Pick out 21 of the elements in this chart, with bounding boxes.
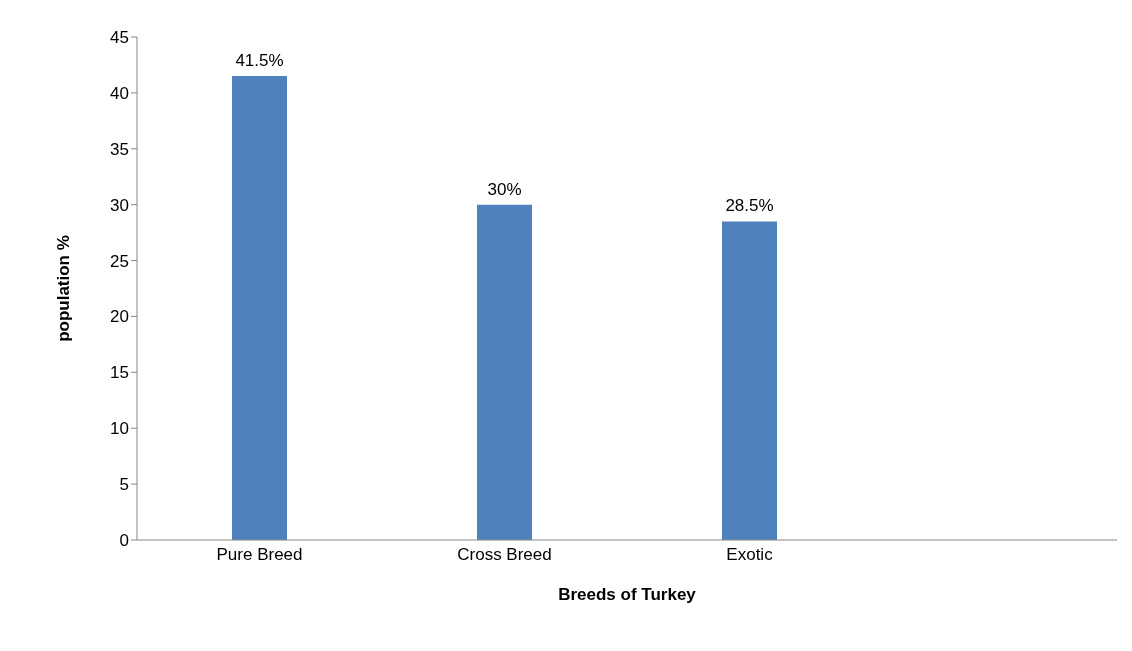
y-tick-label: 45 xyxy=(110,28,129,48)
bar xyxy=(722,221,777,540)
y-axis-title: population % xyxy=(54,235,74,342)
y-tick-label: 20 xyxy=(110,307,129,327)
x-tick-label: Pure Breed xyxy=(216,545,303,565)
data-label: 41.5% xyxy=(235,51,284,71)
y-tick-label: 15 xyxy=(110,363,129,383)
y-tick-label: 0 xyxy=(119,531,129,551)
y-tick-label: 30 xyxy=(110,195,129,215)
x-axis-title: Breeds of Turkey xyxy=(558,585,697,604)
y-tick-label: 5 xyxy=(119,475,129,495)
y-tick-label: 35 xyxy=(110,139,129,159)
x-tick-label: Exotic xyxy=(726,545,774,565)
x-tick-label: Cross Breed xyxy=(457,545,552,565)
y-tick-label: 40 xyxy=(110,83,129,103)
data-label: 28.5% xyxy=(725,196,774,216)
y-tick-label: 10 xyxy=(110,419,129,439)
data-label: 30% xyxy=(487,179,522,199)
bar xyxy=(232,76,287,540)
y-tick-label: 25 xyxy=(110,251,129,271)
bar xyxy=(477,204,532,540)
